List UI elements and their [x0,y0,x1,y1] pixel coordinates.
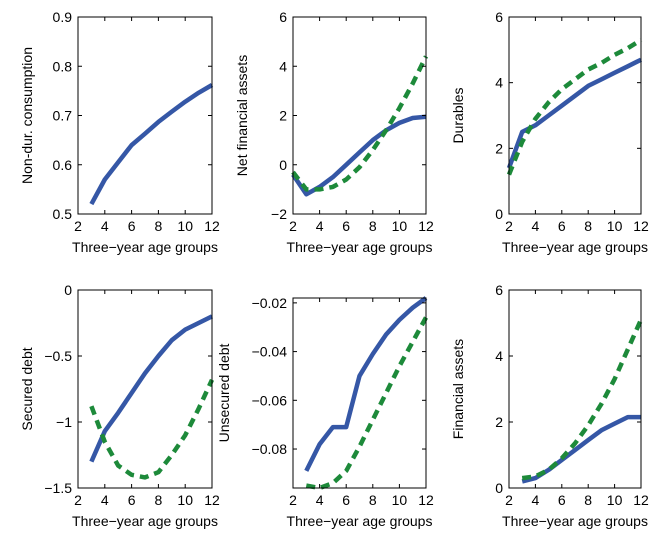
y-tick-label: 6 [279,9,287,25]
y-tick-label: 0 [495,206,503,222]
x-tick-label: 8 [369,492,377,508]
x-tick-label: 6 [558,492,566,508]
x-tick-label: 4 [316,492,324,508]
x-tick-label: 12 [204,492,220,508]
y-tick-label: 0.8 [53,58,73,74]
plot-frame [508,16,642,215]
y-tick-label: 0.7 [53,108,73,124]
x-tick-label: 6 [128,492,136,508]
subplot-5: 2 4 6 8 10 12 −0.08 −0.06 −0.04 −0.02 Three−year a… [216,295,434,529]
x-tick-label: 6 [342,492,350,508]
x-tick-label: 2 [505,492,513,508]
x-tick-label: 6 [342,218,350,234]
x-tick-label: 10 [607,492,623,508]
x-tick-label: 6 [558,218,566,234]
y-tick-label: 2 [279,108,287,124]
plot-frame [292,297,427,489]
plot-frame [77,289,213,489]
y-tick-label: −0.08 [252,441,288,457]
y-tick-label: −1.5 [44,480,72,496]
subplot-2: 2 4 6 8 10 12 −2 0 2 4 6 Three−year age groups Net f… [234,9,434,255]
y-tick-label: 6 [495,282,503,298]
x-tick-label: 2 [74,492,82,508]
plot-frame [77,16,213,215]
y-tick-label: 4 [279,58,287,74]
x-tick-label: 10 [392,492,408,508]
x-tick-label: 2 [74,218,82,234]
series-dashed-line [305,316,428,491]
subplot-1: 2 4 6 8 10 12 0.5 0.6 0.7 0.8 0.9 Three−year age gr… [19,9,220,255]
x-tick-label: 10 [392,218,408,234]
x-axis-label: Three−year age groups [502,513,648,529]
y-tick-label: 0.9 [53,9,73,25]
plot-frame [508,289,642,489]
x-axis-label: Three−year age groups [287,513,433,529]
series-dashed-line [291,55,429,192]
y-tick-label: 4 [495,348,503,364]
x-tick-label: 6 [128,218,136,234]
series-solid-line [304,296,428,472]
x-tick-label: 4 [532,492,540,508]
x-tick-label: 8 [584,492,592,508]
y-axis-label: Non-dur. consumption [19,47,35,184]
y-axis-label: Unsecured debt [216,343,232,442]
x-tick-label: 2 [289,492,297,508]
y-tick-label: −0.06 [252,392,288,408]
series-solid-line [89,83,214,206]
x-tick-label: 4 [532,218,540,234]
x-tick-label: 4 [101,492,109,508]
x-tick-label: 12 [204,218,220,234]
series-dashed-line [506,38,643,176]
y-tick-label: 0 [279,157,287,173]
y-tick-label: 4 [495,75,503,91]
y-axis-label: Financial assets [450,339,466,439]
x-tick-label: 2 [505,218,513,234]
y-tick-label: 0 [495,480,503,496]
subplot-4: 2 4 6 8 10 12 −1.5 −1 −0.5 0 Three−year age groups… [19,282,220,529]
x-axis-label: Three−year age groups [72,513,218,529]
y-tick-label: 2 [495,140,503,156]
x-tick-label: 4 [316,218,324,234]
x-tick-label: 8 [584,218,592,234]
y-tick-label: −1 [56,414,72,430]
x-tick-label: 10 [177,218,193,234]
x-axis-label: Three−year age groups [287,239,433,255]
x-tick-label: 12 [633,218,649,234]
series-dashed-line [521,318,644,481]
series-solid-line [291,114,427,197]
x-tick-label: 8 [155,218,163,234]
x-tick-label: 2 [289,218,297,234]
x-tick-label: 8 [369,218,377,234]
plot-frame [292,16,427,215]
x-tick-label: 10 [607,218,623,234]
x-axis-label: Three−year age groups [72,239,218,255]
x-tick-label: 12 [418,218,434,234]
y-axis-label: Net financial assets [234,55,250,176]
y-tick-label: −0.04 [252,344,288,360]
x-axis-label: Three−year age groups [502,239,648,255]
y-tick-label: −2 [271,206,287,222]
series-solid-line [506,57,643,169]
y-tick-label: 0 [64,282,72,298]
y-tick-label: −0.02 [252,295,288,311]
y-tick-label: 2 [495,414,503,430]
y-axis-label: Secured debt [19,347,35,430]
x-tick-label: 12 [418,492,434,508]
x-tick-label: 10 [177,492,193,508]
series-solid-line [89,314,213,463]
y-tick-label: 0.5 [53,206,73,222]
series-dashed-line [89,378,215,480]
x-tick-label: 4 [101,218,109,234]
y-tick-label: −0.5 [44,348,72,364]
y-axis-label: Durables [450,87,466,143]
x-tick-label: 12 [633,492,649,508]
x-tick-label: 8 [155,492,163,508]
y-tick-label: 0.6 [53,157,73,173]
y-tick-label: 6 [495,9,503,25]
